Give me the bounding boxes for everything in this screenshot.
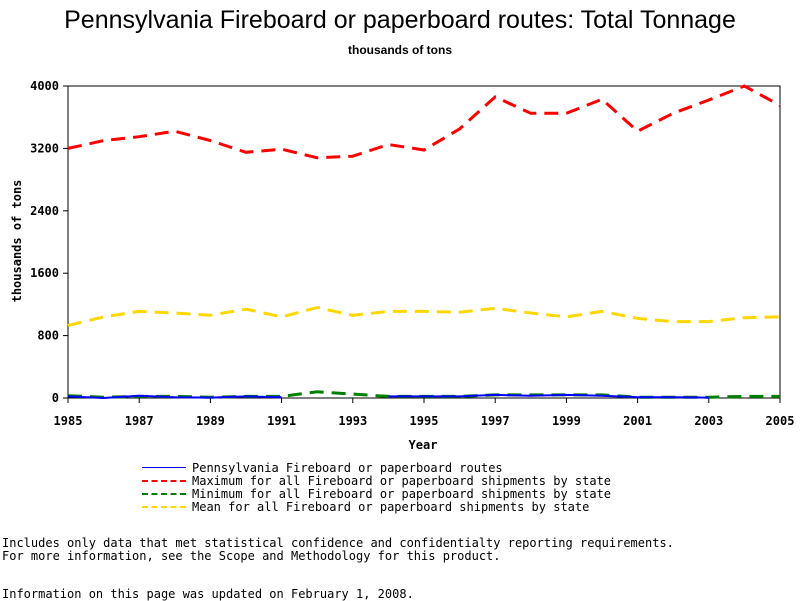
footnote-updated: Information on this page was updated on … (2, 587, 414, 601)
x-tick-label: 1985 (54, 414, 83, 428)
legend-item-mean: Mean for all Fireboard or paperboard shi… (142, 499, 611, 514)
x-tick-label: 1995 (410, 414, 439, 428)
x-tick-label: 1997 (481, 414, 510, 428)
y-axis-label: thousands of tons (10, 180, 24, 303)
x-tick-label: 2001 (623, 414, 652, 428)
legend-swatch (142, 479, 186, 482)
legend-swatch (142, 492, 186, 495)
y-tick-label: 4000 (30, 79, 59, 93)
chart-subtitle: thousands of tons (348, 43, 452, 57)
x-tick-label: 2003 (694, 414, 723, 428)
y-tick-label: 3200 (30, 141, 59, 155)
x-tick-label: 1993 (338, 414, 367, 428)
x-tick-label: 1987 (125, 414, 154, 428)
series-line-0 (67, 393, 709, 400)
y-tick-label: 1600 (30, 266, 59, 280)
y-tick-label: 2400 (30, 204, 59, 218)
legend-label: Maximum for all Fireboard or paperboard … (192, 473, 612, 488)
series-line-1 (67, 84, 781, 160)
legend-label: Mean for all Fireboard or paperboard shi… (192, 499, 590, 514)
x-tick-label: 1991 (267, 414, 296, 428)
footnote-confidence: Includes only data that met statistical … (2, 536, 674, 550)
line-chart: 0 800 1600 2400 3200 4000 1985 1987 1989 1991 199… (10, 79, 795, 452)
y-tick-label: 800 (37, 329, 59, 343)
legend-swatch (142, 505, 186, 508)
x-tick-label: 2005 (766, 414, 795, 428)
chart-title: Pennsylvania Fireboard or paperboard rou… (64, 6, 736, 34)
x-tick-label: 1989 (196, 414, 225, 428)
legend-swatch (142, 467, 186, 468)
y-tick-label: 0 (52, 391, 59, 405)
legend-item-maximum: Maximum for all Fireboard or paperboard … (142, 473, 612, 488)
legend-label: Pennsylvania Fireboard or paperboard rou… (192, 460, 503, 475)
legend-item-pennsylvania: Pennsylvania Fireboard or paperboard rou… (142, 460, 611, 475)
x-tick-label: 1999 (552, 414, 581, 428)
legend-label: Minimum for all Fireboard or paperboard … (192, 486, 612, 501)
legend-item-minimum: Minimum for all Fireboard or paperboard … (142, 486, 612, 501)
series-line-3 (67, 305, 781, 327)
footnote-methodology: For more information, see the Scope and … (2, 549, 501, 563)
legend: Pennsylvania Fireboard or paperboard rou… (142, 460, 612, 514)
plot-area-frame (67, 85, 781, 399)
x-axis-label: Year (409, 438, 438, 452)
